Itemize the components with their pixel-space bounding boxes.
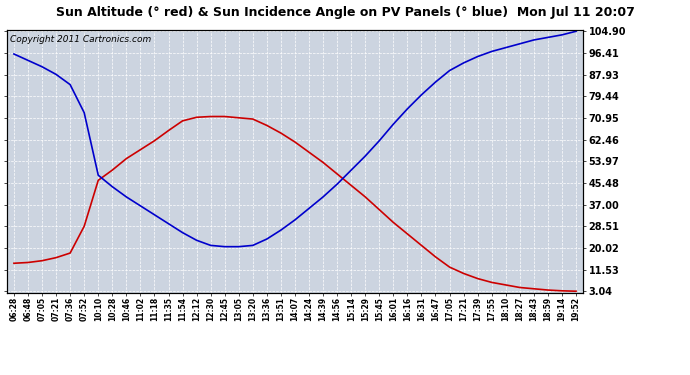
Text: Sun Altitude (° red) & Sun Incidence Angle on PV Panels (° blue)  Mon Jul 11 20:: Sun Altitude (° red) & Sun Incidence Ang… [56,6,634,19]
Text: Copyright 2011 Cartronics.com: Copyright 2011 Cartronics.com [10,35,151,44]
